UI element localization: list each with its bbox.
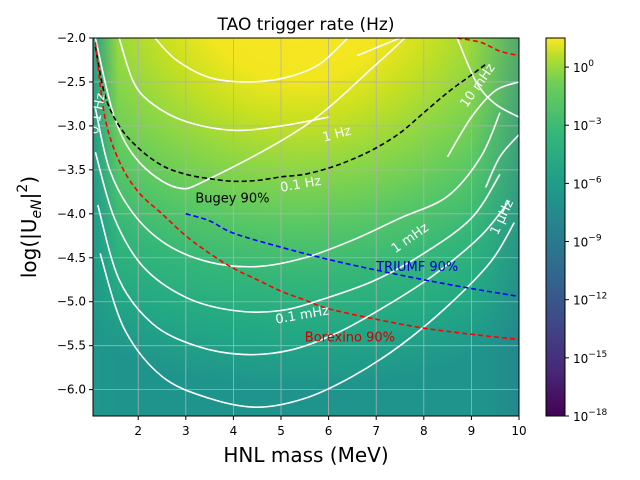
y-tick-label: −4.0	[57, 207, 86, 221]
y-axis-label-main: log(|U	[17, 218, 41, 278]
contour-line	[456, 38, 519, 118]
exclusion-limit-line	[94, 46, 487, 183]
colorbar-tick-label: 10−3	[573, 117, 602, 133]
contour-line	[118, 38, 329, 132]
plot-frame	[92, 37, 520, 417]
x-tick-label: 2	[134, 424, 142, 438]
contour-line	[154, 38, 349, 83]
annotation-label: Borexino 90%	[305, 330, 395, 345]
y-axis-label-sup: 2	[15, 184, 31, 193]
x-axis-ticks: 2 3 4 5 6 7 8 9 10	[134, 416, 527, 438]
colorbar-tick-label: 10−9	[573, 234, 602, 250]
contour-line	[484, 134, 519, 188]
y-tick-label: −5.5	[57, 339, 86, 353]
colorbar-tick-label: 10−18	[573, 408, 608, 424]
y-tick-label: −4.5	[57, 251, 86, 265]
y-tick-label: −6.0	[57, 383, 86, 397]
x-tick-label: 6	[325, 424, 333, 438]
y-axis-label-tail: |	[17, 193, 41, 200]
contour-line	[94, 152, 501, 313]
colorbar-ticks: 100 10−3 10−6 10−9 10−12 10−15 10−18	[565, 59, 608, 424]
annotation-label: TRIUMF 90%	[375, 260, 458, 275]
contour-line	[96, 200, 511, 356]
contour-line	[94, 108, 501, 268]
annotation-label: 0.1 Hz	[279, 174, 323, 196]
exclusion-limit-line	[456, 38, 519, 57]
colorbar-tick-label: 10−6	[573, 175, 602, 191]
x-tick-label: 10	[511, 424, 526, 438]
y-axis-label-close: )	[17, 176, 41, 184]
contour-layer	[94, 38, 519, 409]
x-tick-label: 9	[468, 424, 476, 438]
heatmap-edge-shading	[93, 38, 519, 416]
x-tick-label: 8	[420, 424, 428, 438]
colorbar-tick-label: 10−12	[573, 292, 607, 308]
exclusion-limit-line	[185, 213, 519, 298]
y-axis-ticks: −2.0 −2.5 −3.0 −3.5 −4.0 −4.5 −5.0 −5.5 −6.0	[57, 31, 93, 397]
y-axis-label: log(|UeN|2)	[15, 176, 45, 278]
contour-line	[446, 81, 519, 158]
x-tick-label: 3	[182, 424, 190, 438]
annotation-label: 1 Hz	[321, 124, 353, 146]
contour-line	[356, 38, 401, 57]
colorbar-tick-label: 10−15	[573, 350, 607, 366]
colorbar	[545, 37, 566, 417]
x-tick-label: 7	[372, 424, 380, 438]
x-tick-label: 5	[277, 424, 285, 438]
exclusion-limit-line	[94, 42, 519, 341]
colorbar-tick-label: 100	[573, 59, 594, 75]
x-tick-label: 4	[230, 424, 238, 438]
limit-layer	[94, 38, 519, 341]
contour-line	[99, 222, 515, 409]
y-tick-label: −2.0	[57, 31, 86, 45]
y-tick-label: −2.5	[57, 75, 86, 89]
y-axis-label-sub: eN	[29, 199, 45, 219]
y-tick-label: −3.5	[57, 163, 86, 177]
annotation-label: Bugey 90%	[195, 191, 269, 206]
chart-title: TAO trigger rate (Hz)	[217, 15, 395, 35]
svg-text:log(|UeN|2): log(|UeN|2)	[15, 176, 45, 278]
heatmap-area	[93, 38, 519, 416]
x-axis-label: HNL mass (MeV)	[223, 443, 388, 467]
y-tick-label: −3.0	[57, 119, 86, 133]
y-tick-label: −5.0	[57, 295, 86, 309]
annotation-label: 0.1 Hz	[87, 92, 109, 136]
